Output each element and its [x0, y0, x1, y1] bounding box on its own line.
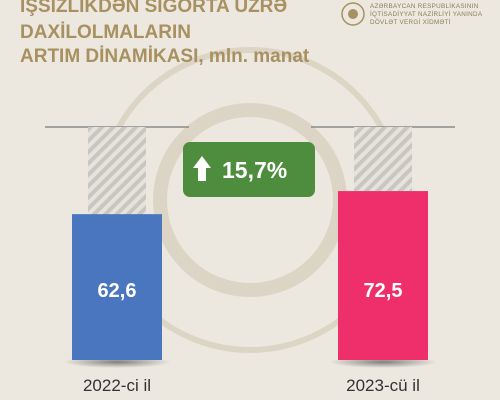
- logo-emblem: [348, 9, 358, 19]
- value-label: 72,5: [364, 280, 403, 302]
- logo: AZƏRBAYCAN RESPUBLİKASININ İQTİSADİYYAT …: [341, 1, 483, 26]
- badge-box: [183, 142, 315, 197]
- chart-title: İŞSİZLİKDƏN SIĞORTA ÜZRƏ: [20, 0, 287, 17]
- growth-badge: 15,7%: [183, 142, 315, 197]
- logo-text: İQTİSADİYYAT NAZİRLİYİ YANINDA: [370, 9, 483, 18]
- x-tick-label: 2023-cü il: [346, 376, 420, 395]
- logo-emblem: [341, 2, 365, 26]
- value-label: 62,6: [98, 280, 137, 302]
- up-arrow: [193, 156, 211, 181]
- badge-text: 15,7%: [222, 157, 287, 183]
- x-tick-label: 2022-ci il: [83, 376, 151, 395]
- chart-title: DAXİLOLMALARIN: [20, 22, 191, 43]
- logo-text: DÖVLƏT VERGİ XİDMƏTİ: [370, 17, 451, 26]
- bar: [338, 191, 428, 360]
- logo-text: AZƏRBAYCAN RESPUBLİKASININ: [370, 1, 479, 10]
- bar: [72, 214, 162, 360]
- chart-title: ARTIM DİNAMİKASI, mln. manat: [20, 46, 310, 67]
